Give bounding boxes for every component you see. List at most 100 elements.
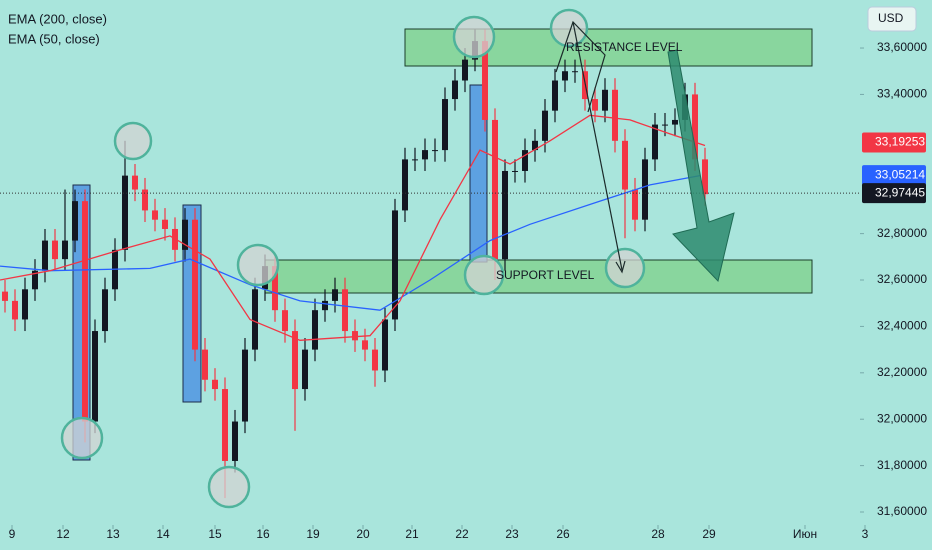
candle-body	[332, 289, 338, 301]
price-tag	[862, 132, 926, 153]
candle-body	[692, 94, 698, 160]
candle-body	[342, 289, 348, 332]
candle-body	[612, 89, 618, 141]
candle-body	[662, 124, 668, 126]
candle-body	[282, 310, 288, 332]
candle-body	[672, 119, 678, 125]
candle-body	[512, 170, 518, 172]
currency-box	[867, 6, 917, 32]
candle-body	[532, 140, 538, 151]
candle-body	[292, 331, 298, 390]
candle-body	[642, 159, 648, 220]
legend-entry: EMA (50, close)	[8, 31, 100, 46]
x-tick-label: 26	[556, 527, 570, 541]
candle-body	[502, 170, 508, 260]
candle-body	[272, 266, 278, 311]
candle-body	[622, 140, 628, 190]
candle-body	[462, 59, 468, 81]
x-tick-label: 16	[256, 527, 270, 541]
x-tick-label: 20	[356, 527, 370, 541]
arrow-line	[572, 21, 623, 271]
candle-body	[432, 150, 438, 152]
candle-body	[402, 159, 408, 211]
candle-body	[312, 310, 318, 350]
candle-body	[82, 201, 88, 422]
candle-body	[652, 124, 658, 160]
circle-marker	[463, 254, 505, 296]
x-tick-label: 12	[56, 527, 70, 541]
candle-body	[422, 150, 428, 160]
arrows	[555, 20, 626, 274]
candle-body	[152, 210, 158, 220]
candle-body	[352, 331, 358, 341]
y-tick-label: 31,80000	[877, 458, 927, 472]
circle-marker	[236, 243, 280, 287]
candle-body	[222, 389, 228, 461]
circle-marker	[113, 121, 153, 161]
arrow-head	[615, 260, 626, 274]
candle-body	[592, 99, 598, 111]
candle-body	[442, 99, 448, 151]
candle-body	[192, 219, 198, 350]
candle-body	[542, 110, 548, 141]
x-tick-label: 29	[702, 527, 716, 541]
ema-line	[0, 114, 706, 341]
y-tick-label: 32,40000	[877, 319, 927, 333]
candle-body	[52, 240, 58, 260]
candles	[2, 29, 708, 499]
currency: USD	[878, 11, 904, 25]
ema-line	[0, 174, 701, 311]
y-tick-label: 33,60000	[877, 40, 927, 54]
candle-body	[302, 349, 308, 390]
circle-marker	[60, 416, 104, 460]
x-tick-label: 19	[306, 527, 320, 541]
y-tick-label: 32,80000	[877, 226, 927, 240]
candle-body	[242, 349, 248, 422]
support-label: SUPPORT LEVEL	[496, 268, 595, 282]
candle-body	[142, 189, 148, 211]
y-tick-label: 31,60000	[877, 504, 927, 518]
x-tick-label: 9	[9, 527, 16, 541]
candle-body	[392, 210, 398, 320]
candle-body	[12, 300, 18, 320]
candle-body	[702, 159, 708, 195]
candle-body	[362, 340, 368, 350]
y-tick-label: 32,00000	[877, 411, 927, 425]
candle-body	[2, 291, 8, 301]
candle-body	[202, 349, 208, 380]
legend-entry: EMA (200, close)	[8, 11, 107, 26]
circle-marker	[207, 465, 251, 509]
big-arrow	[667, 49, 735, 283]
candle-body	[632, 189, 638, 220]
x-tick-label: 13	[106, 527, 120, 541]
x-tick-label: 15	[208, 527, 222, 541]
circle-marker	[604, 247, 646, 289]
candle-body	[32, 270, 38, 290]
candle-body	[22, 289, 28, 320]
circle-marker	[549, 8, 589, 48]
candle-body	[122, 175, 128, 250]
x-tick-label: 28	[651, 527, 665, 541]
candle-body	[182, 219, 188, 250]
annotations: RESISTANCE LEVEL SUPPORT LEVEL	[60, 8, 735, 509]
x-tick-label: 23	[505, 527, 519, 541]
price-tag-label: 33,05214	[875, 167, 925, 181]
candle-body	[62, 240, 68, 260]
candle-body	[322, 300, 328, 311]
x-tick-label: 22	[455, 527, 469, 541]
x-tick-label: 3	[862, 527, 869, 541]
candle-body	[452, 80, 458, 100]
circle-marker	[452, 15, 496, 59]
circles	[60, 8, 646, 509]
candle-body	[382, 319, 388, 371]
candle-body	[162, 219, 168, 229]
price-tag-label: 32,97445	[875, 185, 925, 199]
candle-body	[552, 80, 558, 111]
candle-body	[482, 41, 488, 120]
x-tick-label: Июн	[793, 527, 817, 541]
candle-body	[132, 175, 138, 190]
candle-body	[232, 421, 238, 461]
y-tick-label: 32,20000	[877, 365, 927, 379]
